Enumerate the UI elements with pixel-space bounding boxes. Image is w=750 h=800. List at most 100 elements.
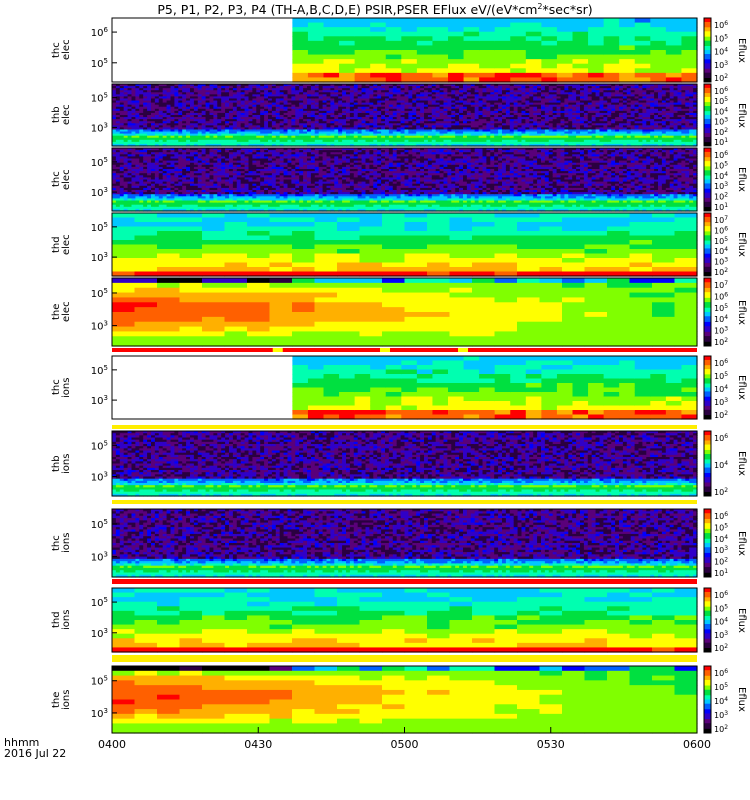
heatmap-cell (324, 18, 340, 23)
heatmap-cell (355, 36, 371, 41)
heatmap-cell (510, 18, 526, 23)
heatmap-cell (464, 27, 480, 32)
heatmap-cell (681, 73, 697, 78)
heatmap-cell (479, 64, 495, 69)
heatmap-cell (401, 55, 417, 60)
heatmap-cell (557, 23, 573, 28)
heatmap-cell (588, 55, 604, 60)
heatmap-cell (650, 41, 666, 46)
heatmap-cell (510, 36, 526, 41)
heatmap-cell (635, 27, 651, 32)
heatmap-cell (681, 32, 697, 37)
heatmap-cell (339, 50, 355, 55)
heatmap-cell (401, 36, 417, 41)
heatmap-cell (386, 18, 402, 23)
heatmap-cell (370, 45, 386, 50)
heatmap-cell (432, 36, 448, 41)
heatmap-cell (604, 59, 620, 64)
heatmap-cell (432, 27, 448, 32)
heatmap-cell (370, 18, 386, 23)
heatmap-cell (292, 27, 308, 32)
heatmap-cell (666, 32, 682, 37)
heatmap-cell (604, 73, 620, 78)
heatmap-cell (541, 18, 557, 23)
heatmap-cell (635, 59, 651, 64)
heatmap-cell (417, 45, 433, 50)
heatmap-cell (292, 64, 308, 69)
heatmap-cell (557, 73, 573, 78)
heatmap-cell (464, 18, 480, 23)
heatmap-cell (355, 23, 371, 28)
heatmap-cell (541, 45, 557, 50)
heatmap-cell (324, 73, 340, 78)
heatmap-cell (324, 59, 340, 64)
heatmap-cell (635, 45, 651, 50)
heatmap-cell (573, 18, 589, 23)
heatmap-cell (448, 36, 464, 41)
heatmap-cell (510, 41, 526, 46)
heatmap-cell (308, 59, 324, 64)
heatmap-cell (417, 68, 433, 73)
heatmap-cell (666, 18, 682, 23)
heatmap-cell (308, 55, 324, 60)
heatmap-cell (681, 50, 697, 55)
heatmap-cell (588, 27, 604, 32)
heatmap-cell (526, 64, 542, 69)
heatmap-cell (635, 41, 651, 46)
heatmap-cell (355, 27, 371, 32)
heatmap-cell (464, 50, 480, 55)
heatmap-cell (417, 50, 433, 55)
heatmap-cell (588, 64, 604, 69)
colorbar: 106105104103102101 (704, 84, 728, 147)
heatmap-cell (417, 27, 433, 32)
heatmap-cell (386, 36, 402, 41)
heatmap-cell (635, 23, 651, 28)
heatmap-cell (292, 59, 308, 64)
heatmap-cell (386, 27, 402, 32)
heatmap-cell (588, 41, 604, 46)
heatmap-cell (401, 23, 417, 28)
heatmap-cell (417, 64, 433, 69)
heatmap-cell (324, 23, 340, 28)
heatmap-cell (417, 55, 433, 60)
heatmap-cell (370, 41, 386, 46)
heatmap-cell (370, 32, 386, 37)
heatmap-cell (339, 23, 355, 28)
heatmap-cell (401, 68, 417, 73)
heatmap-cell (324, 36, 340, 41)
heatmap-cell (495, 27, 511, 32)
heatmap-cell (557, 55, 573, 60)
heatmap-cell (604, 50, 620, 55)
heatmap-cell (339, 64, 355, 69)
heatmap-cell (308, 45, 324, 50)
heatmap-cell (681, 23, 697, 28)
heatmap-cell (448, 23, 464, 28)
heatmap-cell (681, 45, 697, 50)
heatmap-cell (401, 18, 417, 23)
heatmap-cell (526, 18, 542, 23)
colorbar-tick-label: 104 (714, 106, 728, 116)
heatmap-cell (541, 32, 557, 37)
heatmap-cell (619, 27, 635, 32)
heatmap-cell (432, 59, 448, 64)
heatmap-cell (635, 36, 651, 41)
heatmap-cell (526, 36, 542, 41)
heatmap-cell (308, 41, 324, 46)
heatmap-cell (635, 64, 651, 69)
heatmap-cell (448, 45, 464, 50)
heatmap-cell (588, 36, 604, 41)
heatmap-cell (573, 27, 589, 32)
heatmap-cell (510, 27, 526, 32)
heatmap-cell (324, 64, 340, 69)
heatmap-cell (557, 59, 573, 64)
heatmap-cell (541, 36, 557, 41)
heatmap-cell (573, 59, 589, 64)
heatmap-cell (588, 45, 604, 50)
heatmap-cell (557, 68, 573, 73)
heatmap-cell (308, 36, 324, 41)
heatmap-cell (292, 55, 308, 60)
heatmap-cell (604, 55, 620, 60)
colorbar-tick-label: 103 (714, 60, 728, 70)
heatmap-cell (464, 73, 480, 78)
heatmap-cell (479, 27, 495, 32)
